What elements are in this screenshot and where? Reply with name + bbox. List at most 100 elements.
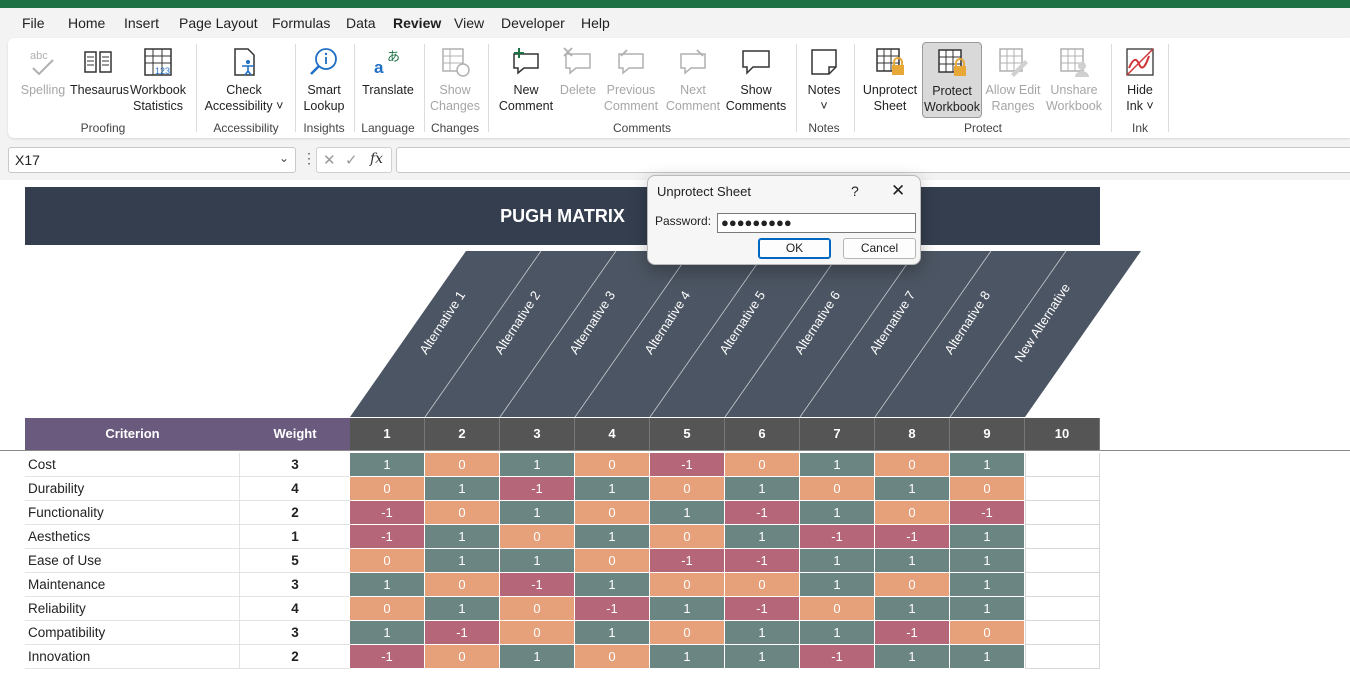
show-changes-label-1: Show (439, 83, 471, 97)
unprotect-sheet-button[interactable]: Unprotect Sheet (860, 46, 920, 114)
empty-score-cell (1025, 645, 1100, 669)
insert-function-icon[interactable]: fx (370, 151, 384, 167)
more-options-icon[interactable]: ⋮ (302, 150, 316, 166)
cancel-icon[interactable]: ✕ (323, 152, 336, 169)
score-cell: 0 (875, 453, 950, 477)
criterion-cell: Durability (25, 477, 240, 501)
thesaurus-button[interactable]: Thesaurus (70, 46, 130, 98)
menu-insert[interactable]: Insert (124, 15, 160, 31)
score-cell: -1 (875, 621, 950, 645)
score-cell: 0 (650, 573, 725, 597)
score-cell: 0 (425, 453, 500, 477)
hide-ink-label-2: Ink (1126, 99, 1143, 113)
menu-help[interactable]: Help (581, 15, 610, 31)
workbook-statistics-label-2: Statistics (132, 99, 183, 113)
header-divider (949, 250, 1067, 418)
cancel-button[interactable]: Cancel (843, 238, 916, 259)
criterion-cell: Functionality (25, 501, 240, 525)
hide-ink-button[interactable]: Hide Ink ˅ (1118, 46, 1162, 114)
worksheet[interactable]: PUGH MATRIX Alternative 1 Alternative 2 Al… (0, 180, 1350, 675)
score-cell: 1 (500, 645, 575, 669)
score-cell: 1 (575, 621, 650, 645)
empty-score-cell (1025, 525, 1100, 549)
score-cell: -1 (650, 549, 725, 573)
group-separator (854, 44, 855, 132)
group-separator (354, 44, 355, 132)
weight-cell: 2 (240, 501, 350, 525)
formula-input[interactable] (396, 147, 1350, 173)
help-icon[interactable]: ? (851, 183, 859, 199)
name-box[interactable]: X17 ⌄ (8, 147, 296, 173)
show-changes-icon (442, 48, 470, 77)
unshare-workbook-button[interactable]: Unshare Workbook (1044, 46, 1104, 114)
unprotect-sheet-icon (876, 48, 904, 75)
menu-page-layout[interactable]: Page Layout (179, 15, 258, 31)
smart-lookup-button[interactable]: Smart Lookup (300, 46, 348, 114)
score-cell: 0 (800, 477, 875, 501)
allow-edit-ranges-button[interactable]: Allow Edit Ranges (983, 46, 1043, 114)
menu-developer[interactable]: Developer (501, 15, 565, 31)
score-cell: 1 (950, 549, 1025, 573)
show-changes-button[interactable]: Show Changes (428, 46, 482, 114)
chevron-down-icon[interactable]: ⌄ (278, 151, 289, 165)
protect-workbook-icon (938, 49, 966, 76)
workbook-statistics-button[interactable]: 123 Workbook Statistics (128, 46, 188, 114)
group-ink-label: Ink (1131, 121, 1148, 135)
criterion-cell: Compatibility (25, 621, 240, 645)
close-icon[interactable]: ✕ (891, 181, 906, 200)
notes-button[interactable]: Notes ˅ (804, 46, 844, 114)
delete-comment-button[interactable]: Delete (558, 46, 598, 98)
svg-text:あ: あ (387, 50, 400, 65)
unshare-workbook-label-1: Unshare (1050, 83, 1098, 97)
freeze-pane-line (0, 450, 1350, 451)
previous-comment-button[interactable]: Previous Comment (602, 46, 660, 114)
score-cell: 1 (500, 453, 575, 477)
spelling-button[interactable]: abc Spelling (18, 46, 68, 98)
menu-review[interactable]: Review (393, 15, 442, 31)
show-comments-button[interactable]: Show Comments (724, 46, 788, 114)
protect-workbook-button[interactable]: Protect Workbook (922, 42, 982, 118)
score-cell: 1 (350, 573, 425, 597)
check-accessibility-button[interactable]: Check Accessibility ˅ (204, 46, 284, 114)
score-cell: -1 (575, 597, 650, 621)
menu-data[interactable]: Data (346, 15, 376, 31)
formula-tools: ✕ ✓ fx (316, 147, 392, 173)
criterion-cell: Reliability (25, 597, 240, 621)
ok-button[interactable]: OK (758, 238, 831, 259)
menu-view[interactable]: View (454, 15, 485, 31)
score-cell: 1 (500, 549, 575, 573)
score-cell: 1 (800, 621, 875, 645)
score-cell: -1 (875, 525, 950, 549)
password-field[interactable]: ●●●●●●●●● (717, 213, 916, 233)
accessibility-icon (234, 48, 255, 76)
new-comment-icon (513, 48, 539, 75)
show-changes-label-2: Changes (429, 99, 481, 113)
menu-home[interactable]: Home (68, 15, 106, 31)
group-notes-label: Notes (808, 121, 840, 135)
score-cell: 0 (950, 477, 1025, 501)
score-cell: 0 (425, 501, 500, 525)
password-label: Password: (655, 214, 712, 228)
score-cell: 0 (500, 621, 575, 645)
next-comment-button[interactable]: Next Comment (664, 46, 722, 114)
criterion-cell: Maintenance (25, 573, 240, 597)
menu-file[interactable]: File (22, 15, 45, 31)
group-language-label: Language (361, 121, 415, 135)
group-separator (796, 44, 797, 132)
title-bar-accent (0, 0, 1350, 8)
score-cell: 0 (725, 453, 800, 477)
chevron-down-icon: ˅ (1142, 99, 1154, 113)
score-cell: 1 (575, 525, 650, 549)
allow-edit-ranges-label-2: Ranges (991, 99, 1035, 113)
score-cell: -1 (725, 549, 800, 573)
empty-score-cell (1025, 597, 1100, 621)
score-cell: 1 (350, 453, 425, 477)
enter-icon[interactable]: ✓ (345, 152, 358, 169)
menu-formulas[interactable]: Formulas (272, 15, 331, 31)
new-comment-button[interactable]: New Comment (496, 46, 556, 114)
protect-workbook-label-2: Workbook (923, 100, 981, 114)
spelling-label: Spelling (20, 83, 66, 97)
thesaurus-label: Thesaurus (70, 83, 130, 97)
next-comment-label-2: Comment (665, 99, 721, 113)
